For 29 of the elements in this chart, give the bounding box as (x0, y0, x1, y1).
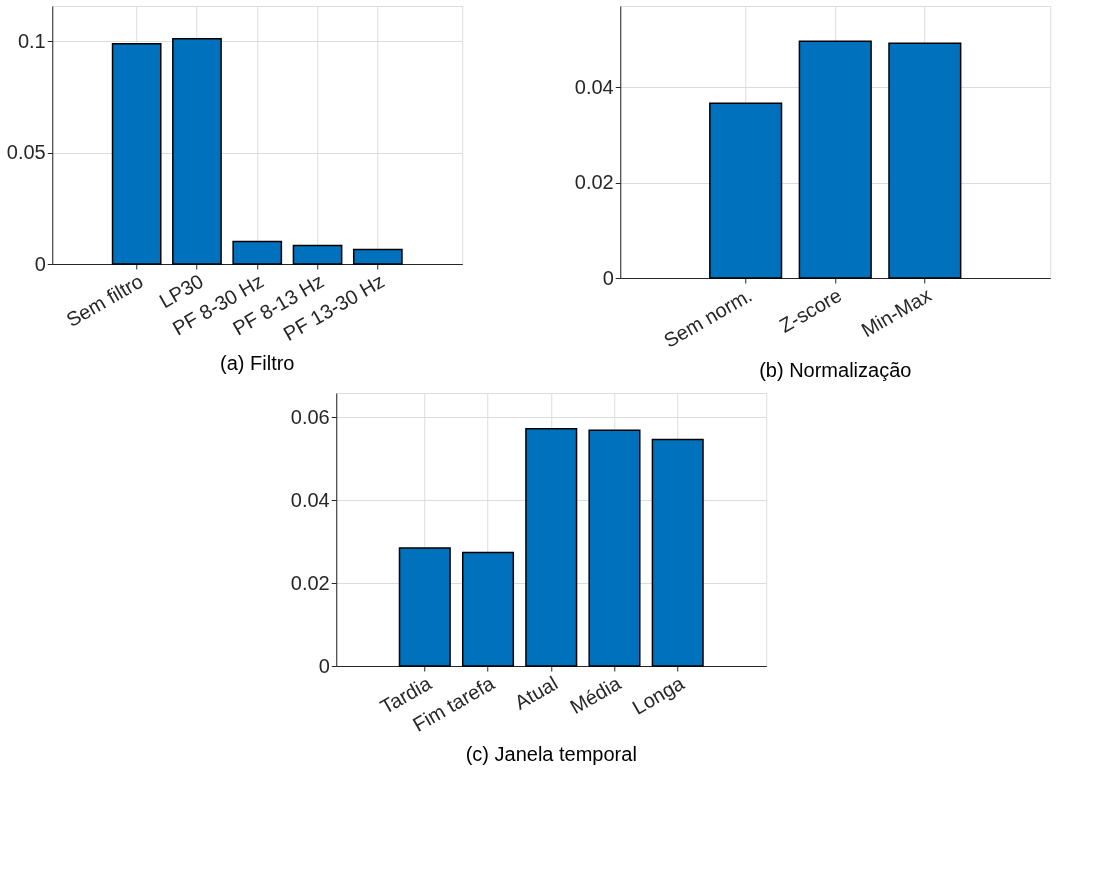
y-tick-label: 0.02 (574, 171, 614, 194)
bar (525, 427, 578, 667)
y-tick-label: 0.06 (290, 405, 330, 428)
bar (588, 429, 641, 667)
x-tick-label: Sem filtro (62, 269, 147, 332)
text: (b) Normalização (759, 359, 912, 382)
y-tick-label: 0.04 (574, 75, 614, 98)
text: (c) Janela temporal (465, 743, 637, 766)
bar (352, 248, 403, 265)
y-tick-label: 0.02 (290, 571, 330, 594)
y-tick-label: 0.04 (290, 488, 330, 511)
bar (709, 102, 783, 279)
y-tick-label: 0.05 (6, 141, 46, 163)
bar (232, 240, 283, 265)
bar (111, 42, 162, 265)
bar (888, 42, 962, 279)
y-tick-label: 0 (318, 654, 330, 677)
y-tick-label: 0 (602, 266, 614, 289)
x-tick-label: Sem norm. (659, 283, 756, 352)
bar (651, 438, 704, 667)
bar (398, 547, 451, 667)
y-tick-label: 0.1 (17, 29, 46, 52)
bar (292, 244, 343, 265)
bar (798, 40, 872, 279)
text: (a) Filtro (220, 352, 295, 375)
y-tick-label: 0 (34, 252, 46, 275)
bar (172, 38, 222, 265)
bar (461, 551, 515, 667)
x-tick-label: Média (566, 671, 626, 719)
